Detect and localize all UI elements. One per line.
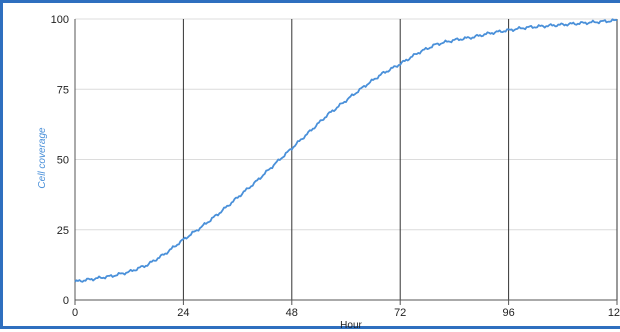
x-tick-label: 120: [608, 307, 620, 319]
series-line: [74, 18, 618, 283]
grid: [74, 18, 618, 305]
y-axis-title: Cell coverage: [37, 127, 48, 189]
x-tick-label: 96: [502, 307, 514, 319]
labels: 0 25 50 75 100 0 24 48 72 96 120: [51, 14, 620, 319]
x-axis-title: Hour: [340, 320, 362, 331]
x-tick-label: 24: [177, 307, 189, 319]
x-tick-label: 0: [72, 307, 78, 319]
x-tick-label: 72: [394, 307, 406, 319]
axes: [74, 19, 617, 301]
chart: 0 25 50 75 100 0 24 48 72 96 120 Hour Cell coverag…: [37, 14, 620, 331]
y-tick-label: 50: [57, 155, 69, 167]
y-tick-label: 0: [63, 295, 69, 307]
series: [74, 18, 618, 283]
y-tick-label: 75: [57, 84, 69, 96]
x-tick-label: 48: [286, 307, 298, 319]
y-tick-label: 25: [57, 225, 69, 237]
y-tick-label: 100: [51, 14, 69, 26]
